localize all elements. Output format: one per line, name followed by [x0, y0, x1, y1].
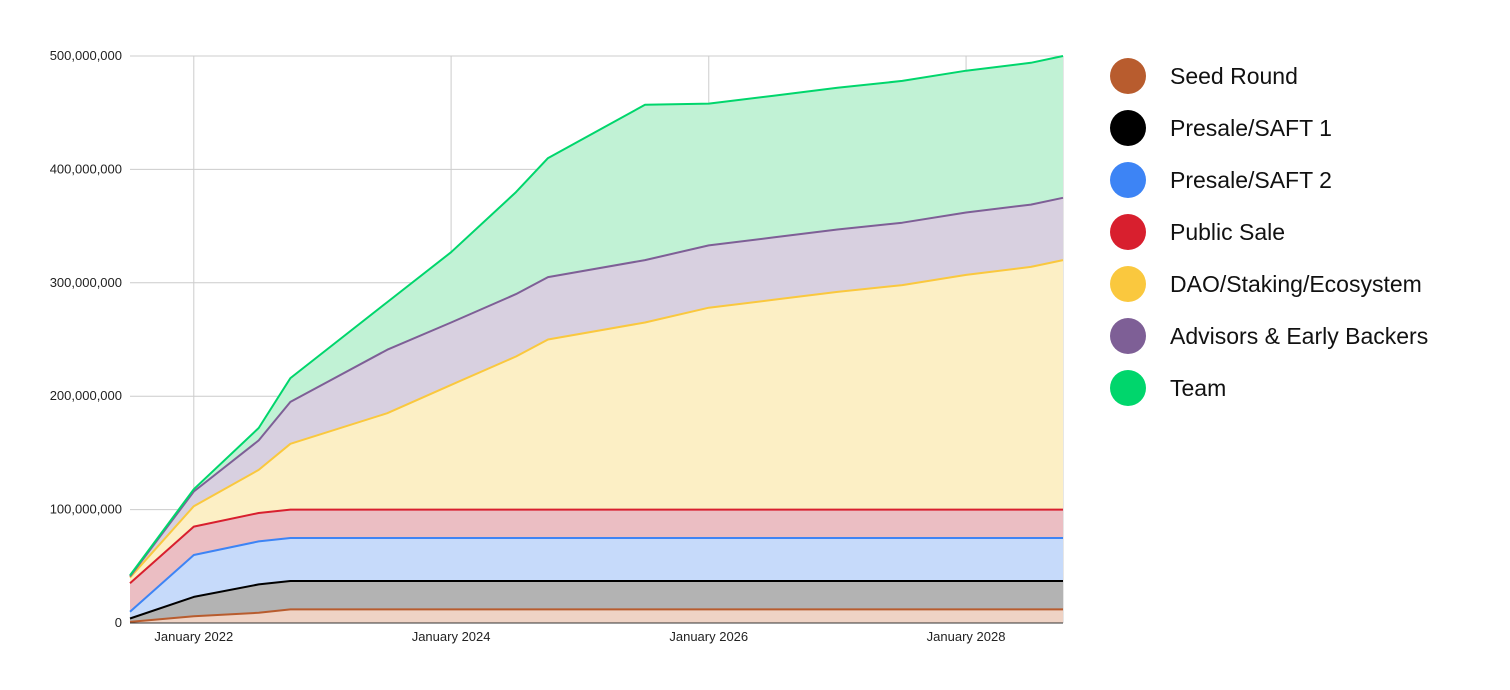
axes: 0 100,000,000 200,000,000 300,000,000 400,00…: [50, 48, 1063, 644]
legend-label-team: Team: [1170, 374, 1227, 401]
line-presale-saft-2: [129, 537, 1063, 613]
legend-label-advisors-early-backers: Advisors & Early Backers: [1170, 322, 1429, 349]
legend-label-public-sale: Public Sale: [1170, 218, 1286, 245]
legend-item-public-sale: Public Sale: [1110, 206, 1428, 258]
area-team: [130, 56, 1063, 577]
area-seed-round: [130, 609, 1063, 623]
x-tick-label: January 2022: [154, 629, 233, 644]
area-presale-saft-2: [130, 538, 1063, 619]
x-tick-label: January 2028: [927, 629, 1006, 644]
legend-item-advisors-early-backers: Advisors & Early Backers: [1110, 310, 1428, 362]
legend-swatch-dao-staking-ecosystem: [1110, 266, 1146, 302]
legend-item-presale-saft-2: Presale/SAFT 2: [1110, 154, 1428, 206]
line-presale-saft-1: [129, 580, 1063, 620]
legend-item-team: Team: [1110, 362, 1428, 414]
series-lines: [129, 55, 1064, 623]
y-tick-label: 100,000,000: [50, 502, 122, 517]
line-advisors-early-backers: [129, 196, 1064, 578]
legend-item-presale-saft-1: Presale/SAFT 1: [1110, 102, 1428, 154]
line-team: [129, 55, 1064, 576]
legend-label-presale-saft-1: Presale/SAFT 1: [1170, 114, 1332, 141]
area-dao-staking-ecosystem: [130, 260, 1063, 584]
line-dao-staking-ecosystem: [129, 259, 1064, 579]
area-public-sale: [130, 509, 1063, 612]
x-tick-label: January 2024: [412, 629, 491, 644]
y-tick-label: 300,000,000: [50, 275, 122, 290]
legend-swatch-presale-saft-2: [1110, 162, 1146, 198]
line-public-sale: [129, 508, 1063, 585]
legend: Seed Round Presale/SAFT 1 Presale/SAFT 2…: [1110, 50, 1428, 414]
x-tick-label: January 2026: [669, 629, 748, 644]
legend-label-seed-round: Seed Round: [1170, 62, 1298, 89]
legend-item-seed-round: Seed Round: [1110, 50, 1428, 102]
legend-swatch-team: [1110, 370, 1146, 406]
y-tick-label: 400,000,000: [50, 161, 122, 176]
legend-item-dao-staking-ecosystem: DAO/Staking/Ecosystem: [1110, 258, 1428, 310]
legend-swatch-advisors-early-backers: [1110, 318, 1146, 354]
y-tick-label: 0: [115, 615, 122, 630]
legend-swatch-seed-round: [1110, 58, 1146, 94]
y-tick-label: 500,000,000: [50, 48, 122, 63]
area-presale-saft-1: [130, 581, 1063, 622]
line-seed-round: [129, 608, 1063, 623]
y-tick-label: 200,000,000: [50, 388, 122, 403]
legend-swatch-presale-saft-1: [1110, 110, 1146, 146]
legend-label-dao-staking-ecosystem: DAO/Staking/Ecosystem: [1170, 270, 1422, 297]
legend-swatch-public-sale: [1110, 214, 1146, 250]
legend-label-presale-saft-2: Presale/SAFT 2: [1170, 166, 1332, 193]
